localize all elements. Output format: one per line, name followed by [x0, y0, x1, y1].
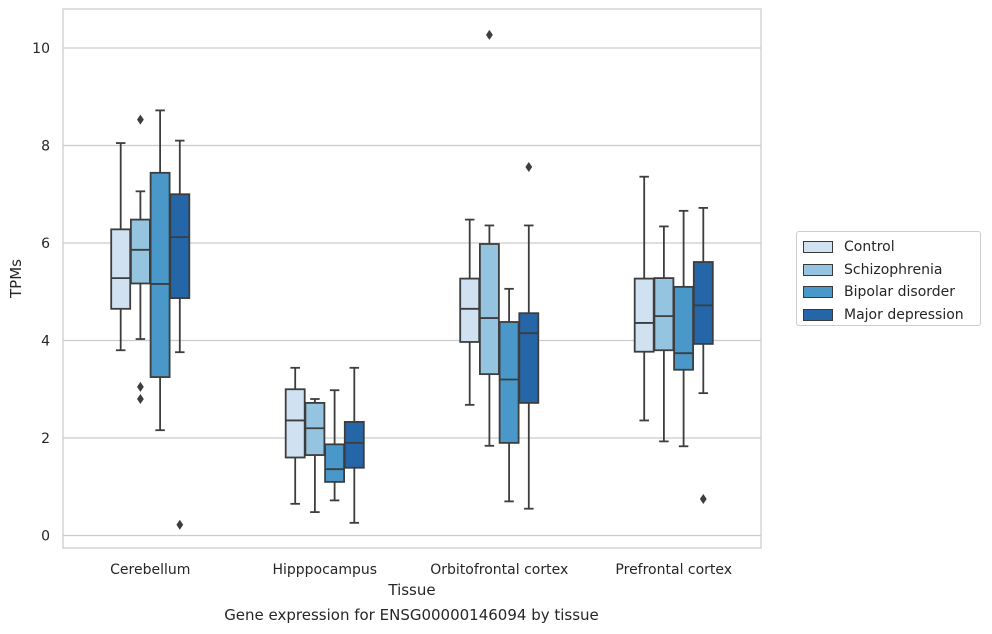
boxes — [110, 29, 714, 530]
box — [653, 277, 675, 352]
legend-swatch — [803, 286, 833, 299]
box — [149, 171, 171, 378]
box-group — [304, 398, 326, 513]
box — [284, 388, 306, 459]
outlier-point — [137, 394, 144, 404]
outlier-point — [699, 493, 707, 504]
outlier-point — [486, 29, 493, 40]
legend-label: Schizophrenia — [844, 261, 943, 278]
box — [478, 243, 500, 376]
box-group — [110, 142, 132, 352]
box — [498, 321, 520, 444]
legend-item: Bipolar disorder — [803, 281, 980, 304]
outlier-point — [176, 519, 184, 530]
legend-label: Major depression — [844, 306, 964, 323]
y-tick-label: 2 — [41, 431, 50, 447]
y-tick-label: 4 — [41, 334, 50, 350]
y-tick-label: 6 — [41, 236, 50, 252]
y-tick-label: 8 — [41, 139, 50, 155]
legend-item: Schizophrenia — [803, 259, 980, 282]
box — [692, 261, 714, 345]
box — [129, 218, 151, 285]
box — [459, 277, 481, 343]
box-group — [498, 287, 520, 503]
legend-swatch — [803, 241, 833, 254]
box-group — [692, 206, 714, 504]
box-group — [518, 161, 540, 510]
box-group — [673, 209, 694, 448]
box-group — [653, 225, 675, 443]
legend-swatch — [803, 308, 833, 321]
x-tick-label: Cerebellum — [110, 562, 190, 578]
legend-item: Control — [803, 236, 980, 259]
box-group — [478, 29, 500, 447]
box-group — [459, 218, 481, 406]
y-tick-label: 0 — [41, 529, 50, 545]
legend: Control Schizophrenia Bipolar disorder Majo… — [796, 231, 981, 326]
box-group — [169, 139, 191, 530]
legend-swatch — [803, 263, 833, 276]
box-group — [149, 109, 171, 432]
outlier-point — [525, 161, 533, 172]
legend-label: Bipolar disorder — [844, 284, 956, 301]
box-group — [633, 175, 655, 422]
box — [324, 443, 346, 483]
y-tick-label: 10 — [32, 41, 50, 57]
x-tick-labels: Cerebellum Hipppocampus Orbitofrontal cort… — [110, 562, 732, 578]
box-group — [343, 366, 365, 524]
outlier-point — [137, 381, 144, 392]
x-tick-label: Orbitofrontal cortex — [430, 562, 568, 578]
x-axis-label: Tissue — [387, 581, 435, 599]
box — [673, 285, 694, 371]
x-tick-label: Prefrontal cortex — [615, 562, 732, 578]
chart-caption: Gene expression for ENSG00000146094 by t… — [224, 606, 599, 624]
y-tick-labels: 0 2 4 6 8 10 — [32, 41, 50, 545]
box — [518, 312, 540, 404]
box-group — [129, 114, 151, 404]
box — [169, 193, 191, 299]
legend-item: Major depression — [803, 304, 980, 327]
box-group — [324, 389, 346, 502]
y-axis-label: TPMs — [7, 259, 25, 299]
box — [110, 228, 132, 310]
legend-label: Control — [844, 239, 895, 256]
plot-frame — [62, 8, 762, 549]
box — [343, 421, 365, 469]
box-group — [284, 366, 306, 505]
outlier-point — [137, 114, 144, 125]
x-tick-label: Hipppocampus — [272, 562, 377, 578]
box — [633, 277, 655, 353]
